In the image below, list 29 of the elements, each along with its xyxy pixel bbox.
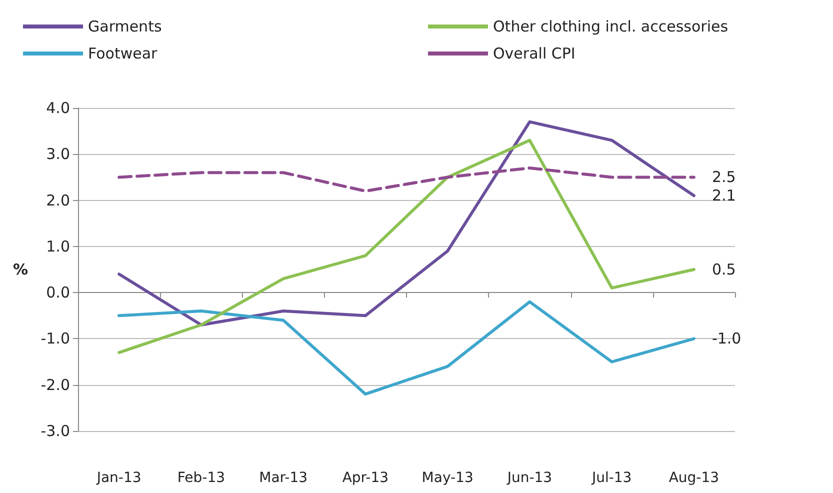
data-label: -1.0: [712, 330, 742, 348]
x-tick-label: Jun-13: [506, 470, 552, 486]
legend-label: Garments: [88, 18, 162, 36]
x-tick-label: Feb-13: [177, 470, 226, 486]
x-tick-label: Jan-13: [96, 470, 142, 486]
y-tick-label: 1.0: [46, 237, 70, 256]
line-series: [118, 166, 696, 193]
y-axis-title: %: [12, 260, 28, 278]
data-label: 0.5: [712, 260, 736, 278]
legend-label: Other clothing incl. accessories: [493, 18, 728, 36]
x-tick-label: Jul-13: [590, 470, 632, 486]
y-tick-label: 3.0: [46, 145, 70, 164]
legend-label: Footwear: [88, 44, 158, 62]
data-label: 2.1: [712, 186, 736, 205]
y-tick-label: 2.0: [46, 191, 70, 210]
x-tick-label: Mar-13: [259, 470, 308, 486]
data-label: 2.5: [712, 168, 736, 186]
y-tick-label: -2.0: [40, 376, 70, 394]
y-tick-label: -1.0: [40, 330, 70, 348]
y-tick-label: -3.0: [40, 422, 70, 440]
x-tick-label: Aug-13: [668, 470, 720, 486]
y-tick-label: 4.0: [46, 99, 70, 117]
x-tick-label: Apr-13: [342, 470, 389, 486]
line-series: [118, 138, 696, 354]
line-series: [118, 300, 696, 396]
x-tick-label: May-13: [422, 470, 474, 486]
legend-label: Overall CPI: [493, 44, 576, 62]
line-series: [118, 120, 696, 326]
y-tick-label: 0.0: [46, 284, 70, 302]
